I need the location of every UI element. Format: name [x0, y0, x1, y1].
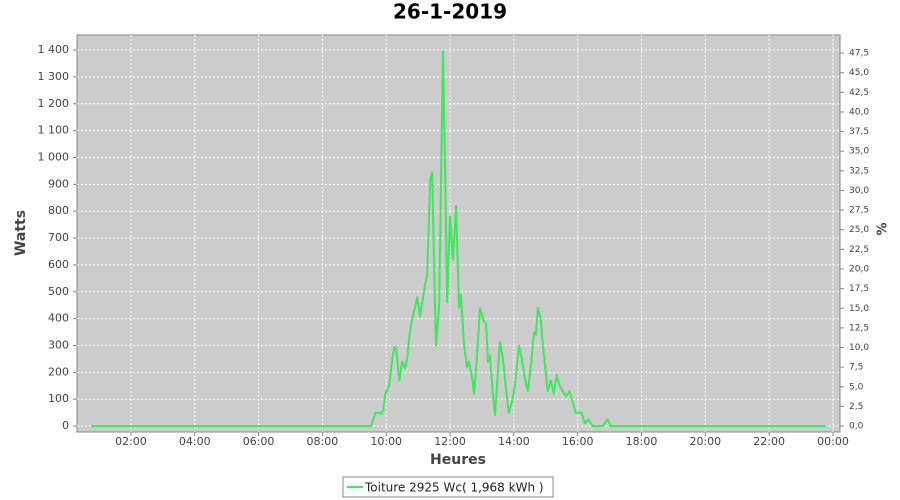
y2-tick-label: 12,5 [849, 323, 869, 333]
y2-tick-label: 45,0 [849, 68, 869, 78]
x-tick-label: 04:00 [179, 435, 211, 448]
y-tick-label: 0 [62, 419, 69, 432]
x-tick-label: 06:00 [243, 435, 275, 448]
y2-tick-label: 15,0 [849, 304, 869, 314]
x-tick-label: 00:00 [817, 435, 849, 448]
y-tick-label: 1 300 [38, 70, 70, 83]
y-tick-label: 600 [48, 258, 69, 271]
y2-tick-label: 47,5 [849, 49, 869, 59]
y2-tick-label: 20,0 [849, 264, 869, 274]
y2-tick-label: 27,5 [849, 206, 869, 216]
y2-tick-label: 32,5 [849, 166, 869, 176]
y2-tick-label: 17,5 [849, 284, 869, 294]
y-tick-label: 1 000 [38, 150, 70, 163]
y2-tick-label: 10,0 [849, 343, 869, 353]
y2-tick-label: 22,5 [849, 245, 869, 255]
x-tick-label: 20:00 [689, 435, 721, 448]
y-tick-label: 200 [48, 365, 69, 378]
x-tick-label: 02:00 [115, 435, 147, 448]
y-tick-label: 700 [48, 231, 69, 244]
plot-area [76, 34, 841, 433]
y2-tick-label: 2,5 [849, 402, 863, 412]
x-tick-label: 22:00 [753, 435, 785, 448]
x-tick-label: 12:00 [434, 435, 466, 448]
y2-tick-label: 0,0 [849, 422, 864, 432]
y-tick-label: 900 [48, 177, 69, 190]
x-axis-label: Heures [430, 452, 486, 468]
y2-tick-label: 5,0 [849, 382, 864, 392]
y2-tick-label: 25,0 [849, 225, 869, 235]
y2-tick-label: 7,5 [849, 363, 863, 373]
y2-tick-label: 37,5 [849, 127, 869, 137]
y-tick-label: 800 [48, 204, 69, 217]
legend-label: Toiture 2925 Wc( 1,968 kWh ) [364, 481, 544, 495]
y-tick-label: 1 100 [38, 124, 70, 137]
y-tick-label: 300 [48, 339, 69, 352]
y-tick-label: 400 [48, 312, 69, 325]
y2-tick-label: 35,0 [849, 147, 869, 157]
y2-tick-label: 30,0 [849, 186, 869, 196]
y-tick-label: 1 400 [38, 43, 70, 56]
x-tick-label: 16:00 [562, 435, 594, 448]
x-tick-label: 18:00 [626, 435, 658, 448]
data-line [91, 50, 826, 428]
x-tick-label: 08:00 [307, 435, 339, 448]
y2-tick-label: 40,0 [849, 107, 869, 117]
x-tick-label: 10:00 [370, 435, 402, 448]
y-tick-label: 500 [48, 285, 69, 298]
y2-tick-label: 42,5 [849, 88, 869, 98]
y-axis-label: Watts [13, 210, 29, 256]
chart-title: 26-1-2019 [393, 0, 507, 24]
y-tick-label: 100 [48, 392, 69, 405]
legend-box [342, 476, 554, 498]
x-tick-label: 14:00 [498, 435, 530, 448]
y2-axis-label: % [876, 222, 891, 235]
y-tick-label: 1 200 [38, 97, 70, 110]
